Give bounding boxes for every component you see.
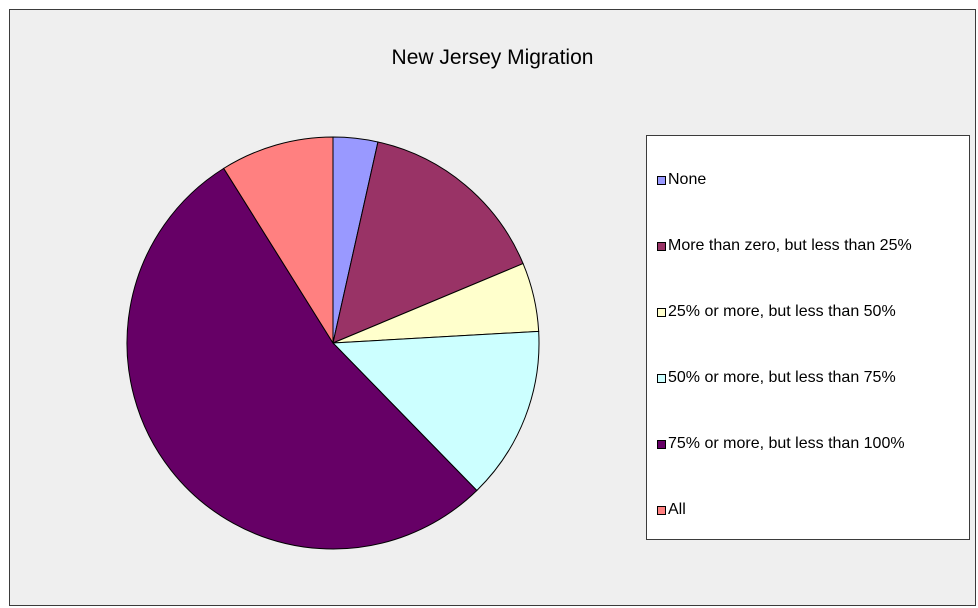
legend-swatch [657, 439, 666, 449]
chart-title: New Jersey Migration [391, 46, 594, 69]
legend-label: 25% or more, but less than 50% [668, 303, 896, 320]
pie-slice-1 [332, 141, 524, 344]
legend-swatch [657, 175, 666, 185]
pie-slice-4 [126, 167, 478, 550]
legend-item: 50% or more, but less than 75% [657, 369, 896, 387]
legend-label: More than zero, but less than 25% [668, 237, 912, 254]
pie-slice-5 [223, 136, 334, 345]
legend-item: All [657, 501, 686, 519]
legend-label: None [668, 171, 707, 188]
legend-item: None [657, 171, 706, 189]
pie-slice-3 [331, 330, 540, 492]
legend-label: 75% or more, but less than 100% [668, 435, 905, 452]
legend-swatch [657, 373, 666, 383]
chart-legend: None More than zero, but less than 25% 25%… [646, 135, 970, 540]
legend-item: 75% or more, but less than 100% [657, 435, 905, 453]
legend-swatch [657, 505, 666, 515]
legend-label: 50% or more, but less than 75% [668, 369, 896, 386]
legend-swatch [657, 307, 666, 317]
legend-label: All [668, 501, 686, 518]
legend-swatch [657, 241, 666, 251]
legend-item: More than zero, but less than 25% [657, 237, 912, 255]
legend-item: 25% or more, but less than 50% [657, 303, 896, 321]
